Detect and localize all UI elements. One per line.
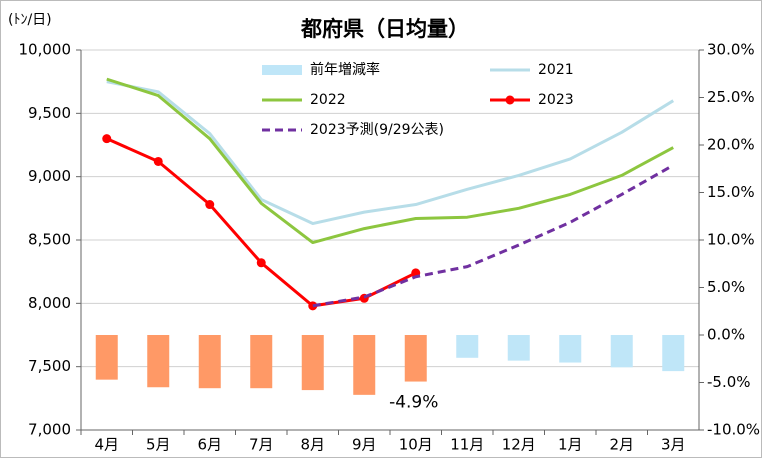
data-label: -4.9%	[389, 393, 438, 413]
legend-swatch	[262, 65, 302, 75]
y2-tick-label: 25.0%	[707, 88, 755, 106]
line	[312, 163, 674, 308]
x-tick-label: 3月	[661, 436, 686, 454]
y2-tick-label: 10.0%	[707, 231, 755, 249]
bar	[301, 335, 324, 391]
y-tick-label: 8,000	[28, 294, 71, 312]
y-tick-label: 7,000	[28, 421, 71, 439]
x-tick-label: 8月	[300, 436, 325, 454]
y-axis-label: (ﾄﾝ/日)	[8, 12, 52, 28]
x-tick-label: 7月	[249, 436, 274, 454]
x-tick-label: 5月	[146, 436, 171, 454]
y-tick-label: 8,500	[28, 231, 71, 249]
bar	[559, 335, 582, 363]
bar	[147, 335, 170, 388]
line	[106, 77, 674, 245]
x-tick-label: 12月	[502, 436, 536, 454]
marker	[256, 258, 266, 268]
marker	[153, 156, 163, 166]
legend-marker	[505, 95, 515, 105]
x-tick-label: 9月	[352, 436, 377, 454]
bar	[404, 335, 427, 382]
bar	[507, 335, 530, 361]
line	[106, 80, 675, 226]
x-tick-label: 10月	[399, 436, 433, 454]
y-tick-label: 9,000	[28, 167, 71, 185]
chart-title: 都府県（日均量）	[300, 17, 469, 41]
marker	[102, 134, 112, 144]
legend-label: 前年増減率	[310, 61, 380, 78]
marker	[205, 200, 215, 210]
x-tick-label: 1月	[558, 436, 583, 454]
x-tick-label: 6月	[197, 436, 222, 454]
y2-tick-label: 5.0%	[707, 278, 745, 296]
legend-label: 2023予測(9/29公表)	[310, 122, 444, 138]
bar	[250, 335, 273, 389]
legend-label: 2021	[538, 62, 574, 78]
y2-tick-label: 30.0%	[707, 41, 755, 59]
y2-tick-label: 15.0%	[707, 183, 755, 201]
legend-label: 2023	[538, 92, 574, 108]
bar	[610, 335, 633, 368]
bar	[662, 335, 685, 372]
legend-label: 2022	[310, 92, 346, 108]
bar	[456, 335, 479, 358]
y-tick-label: 9,500	[28, 104, 71, 122]
bar	[353, 335, 376, 395]
y-tick-label: 10,000	[19, 41, 72, 59]
y2-tick-label: 20.0%	[707, 136, 755, 154]
y-tick-label: 7,500	[28, 357, 71, 375]
y2-tick-label: -10.0%	[707, 421, 760, 439]
x-tick-label: 2月	[609, 436, 634, 454]
bar	[198, 335, 221, 389]
y2-tick-label: 0.0%	[707, 326, 745, 344]
x-tick-label: 4月	[94, 436, 119, 454]
x-tick-label: 11月	[450, 436, 484, 454]
bar	[95, 335, 118, 380]
y2-tick-label: -5.0%	[707, 373, 751, 391]
